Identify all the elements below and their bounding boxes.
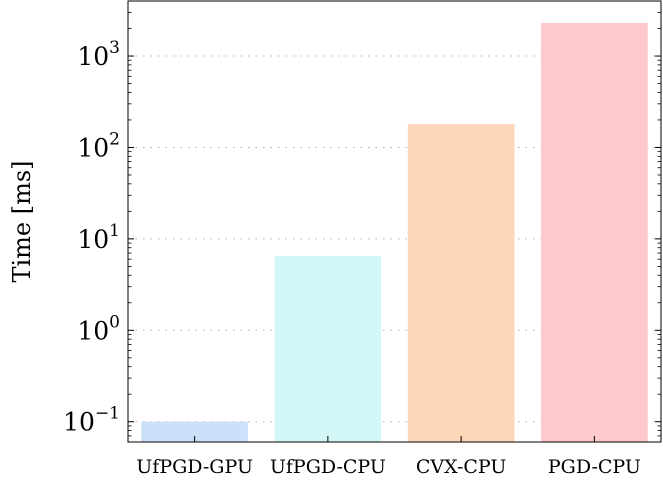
bar-ufpgd-cpu [274, 255, 382, 442]
x-tick-label: CVX-CPU [416, 456, 507, 478]
x-tick-labels: UfPGD-GPU UfPGD-CPU CVX-CPU PGD-CPU [136, 456, 641, 478]
y-tick-label: 100 [77, 312, 120, 345]
plot-frame [127, 0, 662, 443]
bars [141, 22, 648, 443]
y-tick-label: 101 [77, 221, 120, 254]
bar-cvx-cpu [407, 124, 515, 442]
y-tick-label: 102 [77, 129, 120, 162]
y-tick-label: 10−1 [63, 404, 120, 437]
y-tick-label: 103 [77, 38, 120, 71]
y-axis-label: Time [ms] [8, 160, 36, 282]
bar-ufpgd-gpu [141, 421, 248, 442]
x-tick-label: UfPGD-GPU [136, 456, 253, 478]
x-tick-label: PGD-CPU [548, 456, 641, 478]
x-tick-label: UfPGD-CPU [270, 456, 386, 478]
bar-pgd-cpu [541, 22, 648, 443]
y-ticks: 10−1 100 101 102 103 [63, 0, 661, 443]
